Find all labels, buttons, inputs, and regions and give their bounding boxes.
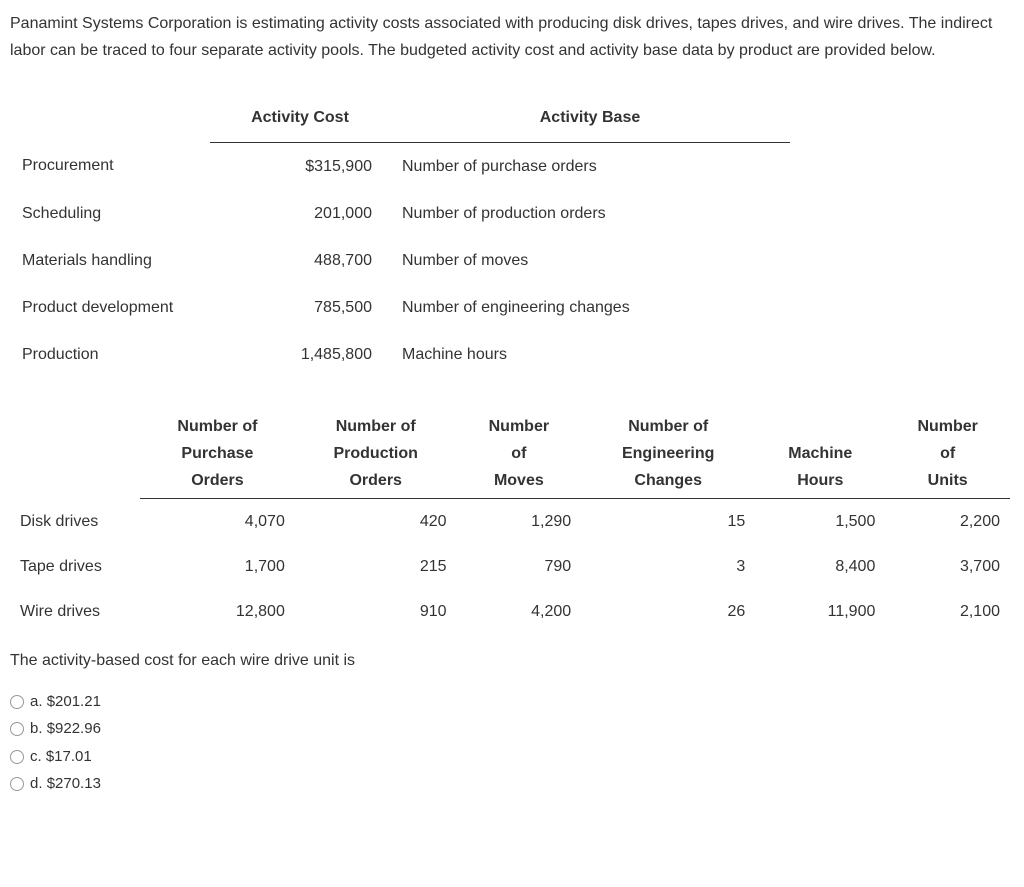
radio-icon — [10, 695, 24, 709]
product-value: 2,100 — [885, 589, 1010, 634]
product-value: 4,200 — [457, 589, 582, 634]
option-value: $922.96 — [47, 720, 101, 737]
product-value: 420 — [295, 499, 457, 545]
activity-name: Scheduling — [10, 190, 210, 237]
product-value: 26 — [581, 589, 755, 634]
option-b[interactable]: b. $922.96 — [10, 716, 1014, 742]
product-data-table: Number ofPurchaseOrders Number ofProduct… — [10, 409, 1010, 635]
product-value: 8,400 — [755, 544, 885, 589]
activity-name: Materials handling — [10, 237, 210, 284]
table2-header-units: NumberofUnits — [885, 409, 1010, 499]
option-value: $17.01 — [46, 748, 92, 765]
table-row: Production 1,485,800 Machine hours — [10, 331, 790, 378]
option-letter: a. — [30, 693, 43, 710]
product-value: 2,200 — [885, 499, 1010, 545]
option-label: b. $922.96 — [30, 716, 101, 742]
table1-header-blank — [10, 94, 210, 142]
option-letter: b. — [30, 720, 43, 737]
product-value: 11,900 — [755, 589, 885, 634]
table2-header-production: Number ofProductionOrders — [295, 409, 457, 499]
product-value: 910 — [295, 589, 457, 634]
product-value: 4,070 — [140, 499, 295, 545]
option-value: $270.13 — [47, 775, 101, 792]
product-value: 1,290 — [457, 499, 582, 545]
table-row: Disk drives 4,070 420 1,290 15 1,500 2,2… — [10, 499, 1010, 545]
table2-header-purchase: Number ofPurchaseOrders — [140, 409, 295, 499]
table-row: Tape drives 1,700 215 790 3 8,400 3,700 — [10, 544, 1010, 589]
radio-icon — [10, 750, 24, 764]
product-value: 215 — [295, 544, 457, 589]
activity-base: Number of engineering changes — [390, 284, 790, 331]
option-label: c. $17.01 — [30, 744, 92, 770]
product-value: 3,700 — [885, 544, 1010, 589]
product-value: 12,800 — [140, 589, 295, 634]
activity-cost-table: Activity Cost Activity Base Procurement … — [10, 94, 790, 378]
table2-header-machine: MachineHours — [755, 409, 885, 499]
option-label: a. $201.21 — [30, 689, 101, 715]
options-list: a. $201.21 b. $922.96 c. $17.01 d. $270.… — [10, 689, 1014, 797]
radio-icon — [10, 777, 24, 791]
activity-name: Product development — [10, 284, 210, 331]
activity-cost: $315,900 — [210, 142, 390, 190]
activity-base: Machine hours — [390, 331, 790, 378]
option-letter: c. — [30, 748, 42, 765]
product-value: 3 — [581, 544, 755, 589]
table2-header-blank — [10, 409, 140, 499]
option-value: $201.21 — [47, 693, 101, 710]
activity-base: Number of moves — [390, 237, 790, 284]
question-text: The activity-based cost for each wire dr… — [10, 647, 1014, 674]
table2-header-moves: NumberofMoves — [457, 409, 582, 499]
radio-icon — [10, 722, 24, 736]
table1-header-base: Activity Base — [390, 94, 790, 142]
table-row: Materials handling 488,700 Number of mov… — [10, 237, 790, 284]
activity-cost: 1,485,800 — [210, 331, 390, 378]
option-d[interactable]: d. $270.13 — [10, 771, 1014, 797]
option-a[interactable]: a. $201.21 — [10, 689, 1014, 715]
table2-header-engineering: Number ofEngineeringChanges — [581, 409, 755, 499]
activity-cost: 201,000 — [210, 190, 390, 237]
product-value: 790 — [457, 544, 582, 589]
table-row: Procurement $315,900 Number of purchase … — [10, 142, 790, 190]
activity-cost: 785,500 — [210, 284, 390, 331]
option-c[interactable]: c. $17.01 — [10, 744, 1014, 770]
product-name: Wire drives — [10, 589, 140, 634]
activity-base: Number of production orders — [390, 190, 790, 237]
option-letter: d. — [30, 775, 43, 792]
option-label: d. $270.13 — [30, 771, 101, 797]
table-row: Product development 785,500 Number of en… — [10, 284, 790, 331]
activity-name: Production — [10, 331, 210, 378]
product-value: 1,500 — [755, 499, 885, 545]
table-row: Wire drives 12,800 910 4,200 26 11,900 2… — [10, 589, 1010, 634]
activity-base: Number of purchase orders — [390, 142, 790, 190]
product-name: Tape drives — [10, 544, 140, 589]
table1-header-cost: Activity Cost — [210, 94, 390, 142]
product-value: 15 — [581, 499, 755, 545]
product-name: Disk drives — [10, 499, 140, 545]
table-row: Scheduling 201,000 Number of production … — [10, 190, 790, 237]
activity-cost: 488,700 — [210, 237, 390, 284]
product-value: 1,700 — [140, 544, 295, 589]
activity-name: Procurement — [10, 142, 210, 190]
intro-paragraph: Panamint Systems Corporation is estimati… — [10, 10, 1014, 64]
